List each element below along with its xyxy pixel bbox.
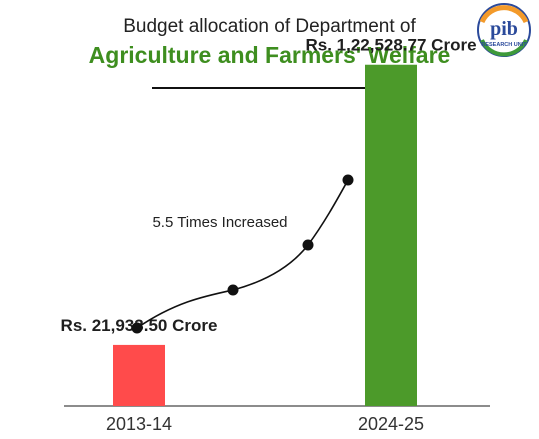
growth-curve-point-2	[227, 284, 239, 296]
chart-subtitle: Budget allocation of Department of	[123, 16, 416, 37]
chart-title: Agriculture and Farmers' Welfare	[88, 42, 451, 68]
title-divider	[152, 87, 386, 89]
x-tick-label-2024-25: 2024-25	[358, 414, 424, 434]
logo-text: pib	[490, 18, 518, 40]
growth-curve	[136, 179, 349, 329]
logo-caption: RESEARCH UNIT	[481, 42, 527, 48]
x-tick-label-2013-14: 2013-14	[106, 414, 172, 434]
pib-research-unit-logo-icon: pib RESEARCH UNIT	[477, 3, 531, 57]
growth-annotation: 5.5 Times Increased	[152, 214, 288, 231]
growth-curve-point-3	[302, 239, 314, 251]
bar-2013-14	[113, 344, 165, 406]
data-label-2024-25: Rs. 1,22,528.77 Crore	[305, 36, 476, 55]
bar-2024-25	[365, 64, 417, 407]
growth-curve-point-4	[342, 174, 354, 186]
growth-curve-point-1	[131, 322, 143, 334]
